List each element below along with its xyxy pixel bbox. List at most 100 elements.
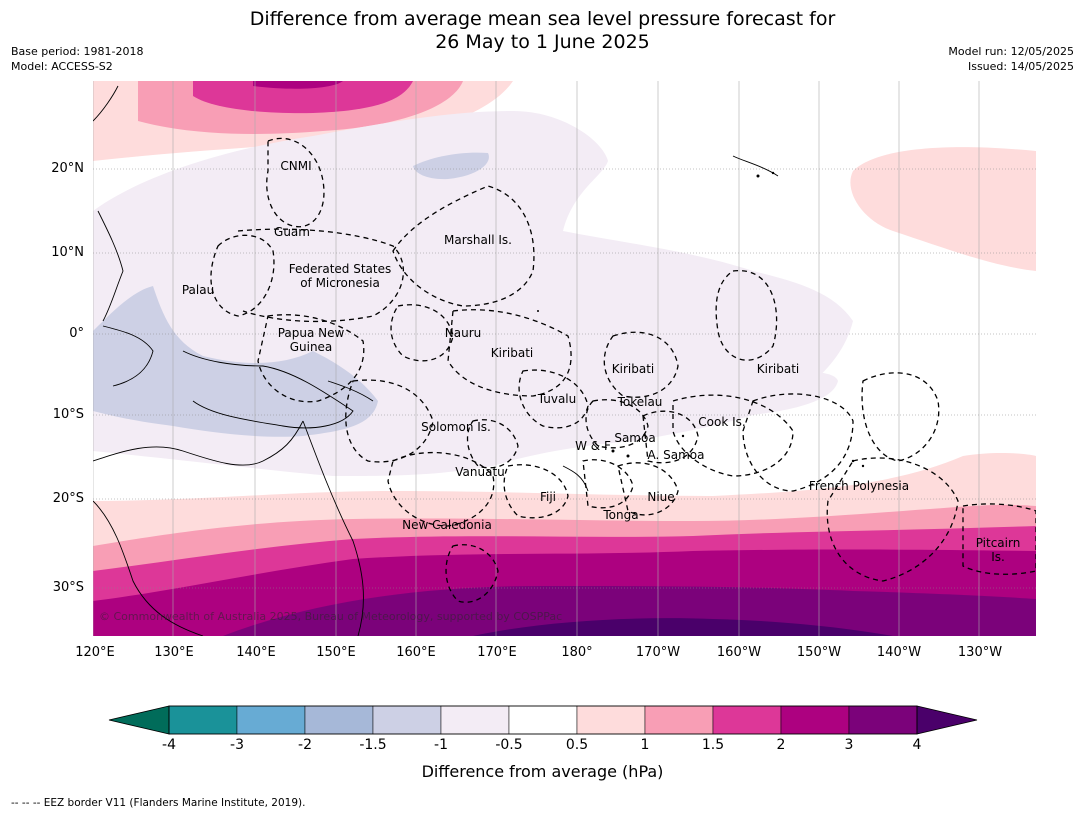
lat-label-20n: 20°N [51, 161, 84, 176]
colorbar-title: Difference from average (hPa) [421, 762, 664, 781]
colorbar-low-extend [108, 705, 170, 735]
colorbar-tick-label: -3 [230, 737, 244, 753]
label-pitcairn-line2: Is. [991, 550, 1005, 564]
colorbar-swatch [712, 705, 782, 735]
label-fiji: Fiji [539, 490, 557, 504]
lat-label-10n: 10°N [51, 245, 84, 260]
label-png-line1: Papua New [277, 326, 345, 340]
colorbar-swatch [576, 705, 646, 735]
colorbar-tick-label: 1 [640, 737, 650, 753]
north-anomaly-magenta [193, 81, 413, 114]
north-periwinkle-blob [413, 152, 489, 180]
lon-label-160e: 160°E [396, 645, 436, 660]
meridians [93, 81, 980, 636]
colorbar-tick-label: -0.5 [495, 737, 523, 753]
colorbar-tick-label: 2 [776, 737, 786, 753]
eez-borders [210, 137, 1036, 603]
label-kiribati-central: Kiribati [611, 362, 655, 376]
colorbar-swatch [508, 705, 578, 735]
colorbar-swatch [168, 705, 238, 735]
label-fsm: Federated States of Micronesia [289, 262, 391, 290]
title-line-1: Difference from average mean sea level p… [249, 8, 836, 30]
lon-label-170w: 170°W [635, 645, 681, 660]
lon-label-140w: 140°W [876, 645, 922, 660]
lat-label-equator: 0° [69, 326, 84, 341]
map-area [93, 81, 1036, 636]
model-name: Model: ACCESS-S2 [11, 60, 113, 73]
lat-label-20s: 20°S [52, 491, 84, 506]
label-asamoa: A. Samoa [647, 448, 705, 462]
lat-label-30s: 30°S [52, 580, 84, 595]
label-fsm-line1: Federated States [288, 262, 392, 276]
colorbar [108, 705, 978, 735]
model-run: Model run: 12/05/2025 [948, 45, 1074, 58]
colorbar-swatch [236, 705, 306, 735]
label-guam: Guam [274, 225, 310, 239]
colorbar-swatch [780, 705, 850, 735]
label-tokelau: Tokelau [617, 395, 663, 409]
colorbar-tick-label: 0.5 [565, 737, 589, 753]
colorbar-outline [168, 705, 918, 735]
label-pitcairn: Pitcairn Is. [976, 536, 1021, 564]
south-anomaly-purple [223, 586, 1036, 636]
lon-label-150w: 150°W [796, 645, 842, 660]
copyright-notice: © Commonwealth of Australia 2025, Bureau… [99, 610, 563, 623]
label-kiribati-west: Kiribati [490, 346, 534, 360]
label-new-caledonia: New Caledonia [402, 518, 492, 532]
label-wf: W & F [575, 439, 611, 453]
base-period: Base period: 1981-2018 [11, 45, 144, 58]
label-pitcairn-line1: Pitcairn [975, 536, 1021, 550]
lon-label-180: 180° [561, 645, 593, 660]
label-marshall: Marshall Is. [444, 233, 512, 247]
meta-right: Model run: 12/05/2025 Issued: 14/05/2025 [948, 44, 1074, 74]
colorbar-tick-label: 3 [844, 737, 854, 753]
colorbar-tick-label: 4 [912, 737, 922, 753]
eez-footer-note: -- -- -- EEZ border V11 (Flanders Marine… [11, 797, 306, 809]
colorbar-tick-label: -2 [298, 737, 312, 753]
island-markers [537, 171, 865, 468]
colorbar-tick-label: 1.5 [701, 737, 725, 753]
lon-label-120e: 120°E [75, 645, 115, 660]
colorbar-swatch [644, 705, 714, 735]
label-fsm-line2: of Micronesia [300, 276, 380, 290]
colorbar-swatch [848, 705, 918, 735]
label-cnmi: CNMI [280, 159, 312, 173]
title-line-2: 26 May to 1 June 2025 [435, 31, 650, 53]
colorbar-high-extend [916, 705, 978, 735]
colorbar-swatch [372, 705, 442, 735]
lat-label-10s: 10°S [52, 407, 84, 422]
meta-left: Base period: 1981-2018 Model: ACCESS-S2 [11, 44, 143, 74]
lon-label-130e: 130°E [154, 645, 194, 660]
label-vanuatu: Vanuatu [455, 465, 505, 479]
lon-label-160w: 160°W [716, 645, 762, 660]
south-anomaly-deep-purple [473, 618, 893, 636]
colorbar-swatch [304, 705, 374, 735]
label-samoa: Samoa [614, 431, 656, 445]
label-cook: Cook Is. [698, 415, 746, 429]
png-anomaly-periwinkle [93, 286, 378, 437]
issued-date: Issued: 14/05/2025 [967, 60, 1074, 73]
label-tuvalu: Tuvalu [537, 392, 577, 406]
label-niue: Niue [647, 490, 675, 504]
lon-label-150e: 150°E [316, 645, 356, 660]
label-tonga: Tonga [603, 508, 639, 522]
east-lavender-tail [693, 371, 838, 416]
colorbar-tick-label: -1 [434, 737, 448, 753]
coastlines [93, 85, 779, 636]
graticule [93, 168, 1036, 589]
map-title: Difference from average mean sea level p… [0, 8, 1085, 54]
lon-label-170e: 170°E [477, 645, 517, 660]
north-anomaly-dark [253, 81, 343, 89]
label-nauru: Nauru [444, 326, 482, 340]
colorbar-swatch [440, 705, 510, 735]
colorbar-tick-label: -1.5 [359, 737, 387, 753]
colorbar-swatches [168, 705, 918, 735]
north-white-patch [513, 81, 1036, 91]
lon-label-140e: 140°E [236, 645, 276, 660]
label-png: Papua New Guinea [278, 326, 345, 354]
label-french-polynesia: French Polynesia [808, 479, 910, 493]
label-palau: Palau [181, 283, 215, 297]
colorbar-tick-label: -4 [162, 737, 176, 753]
lon-label-130w: 130°W [957, 645, 1003, 660]
label-png-line2: Guinea [289, 340, 333, 354]
